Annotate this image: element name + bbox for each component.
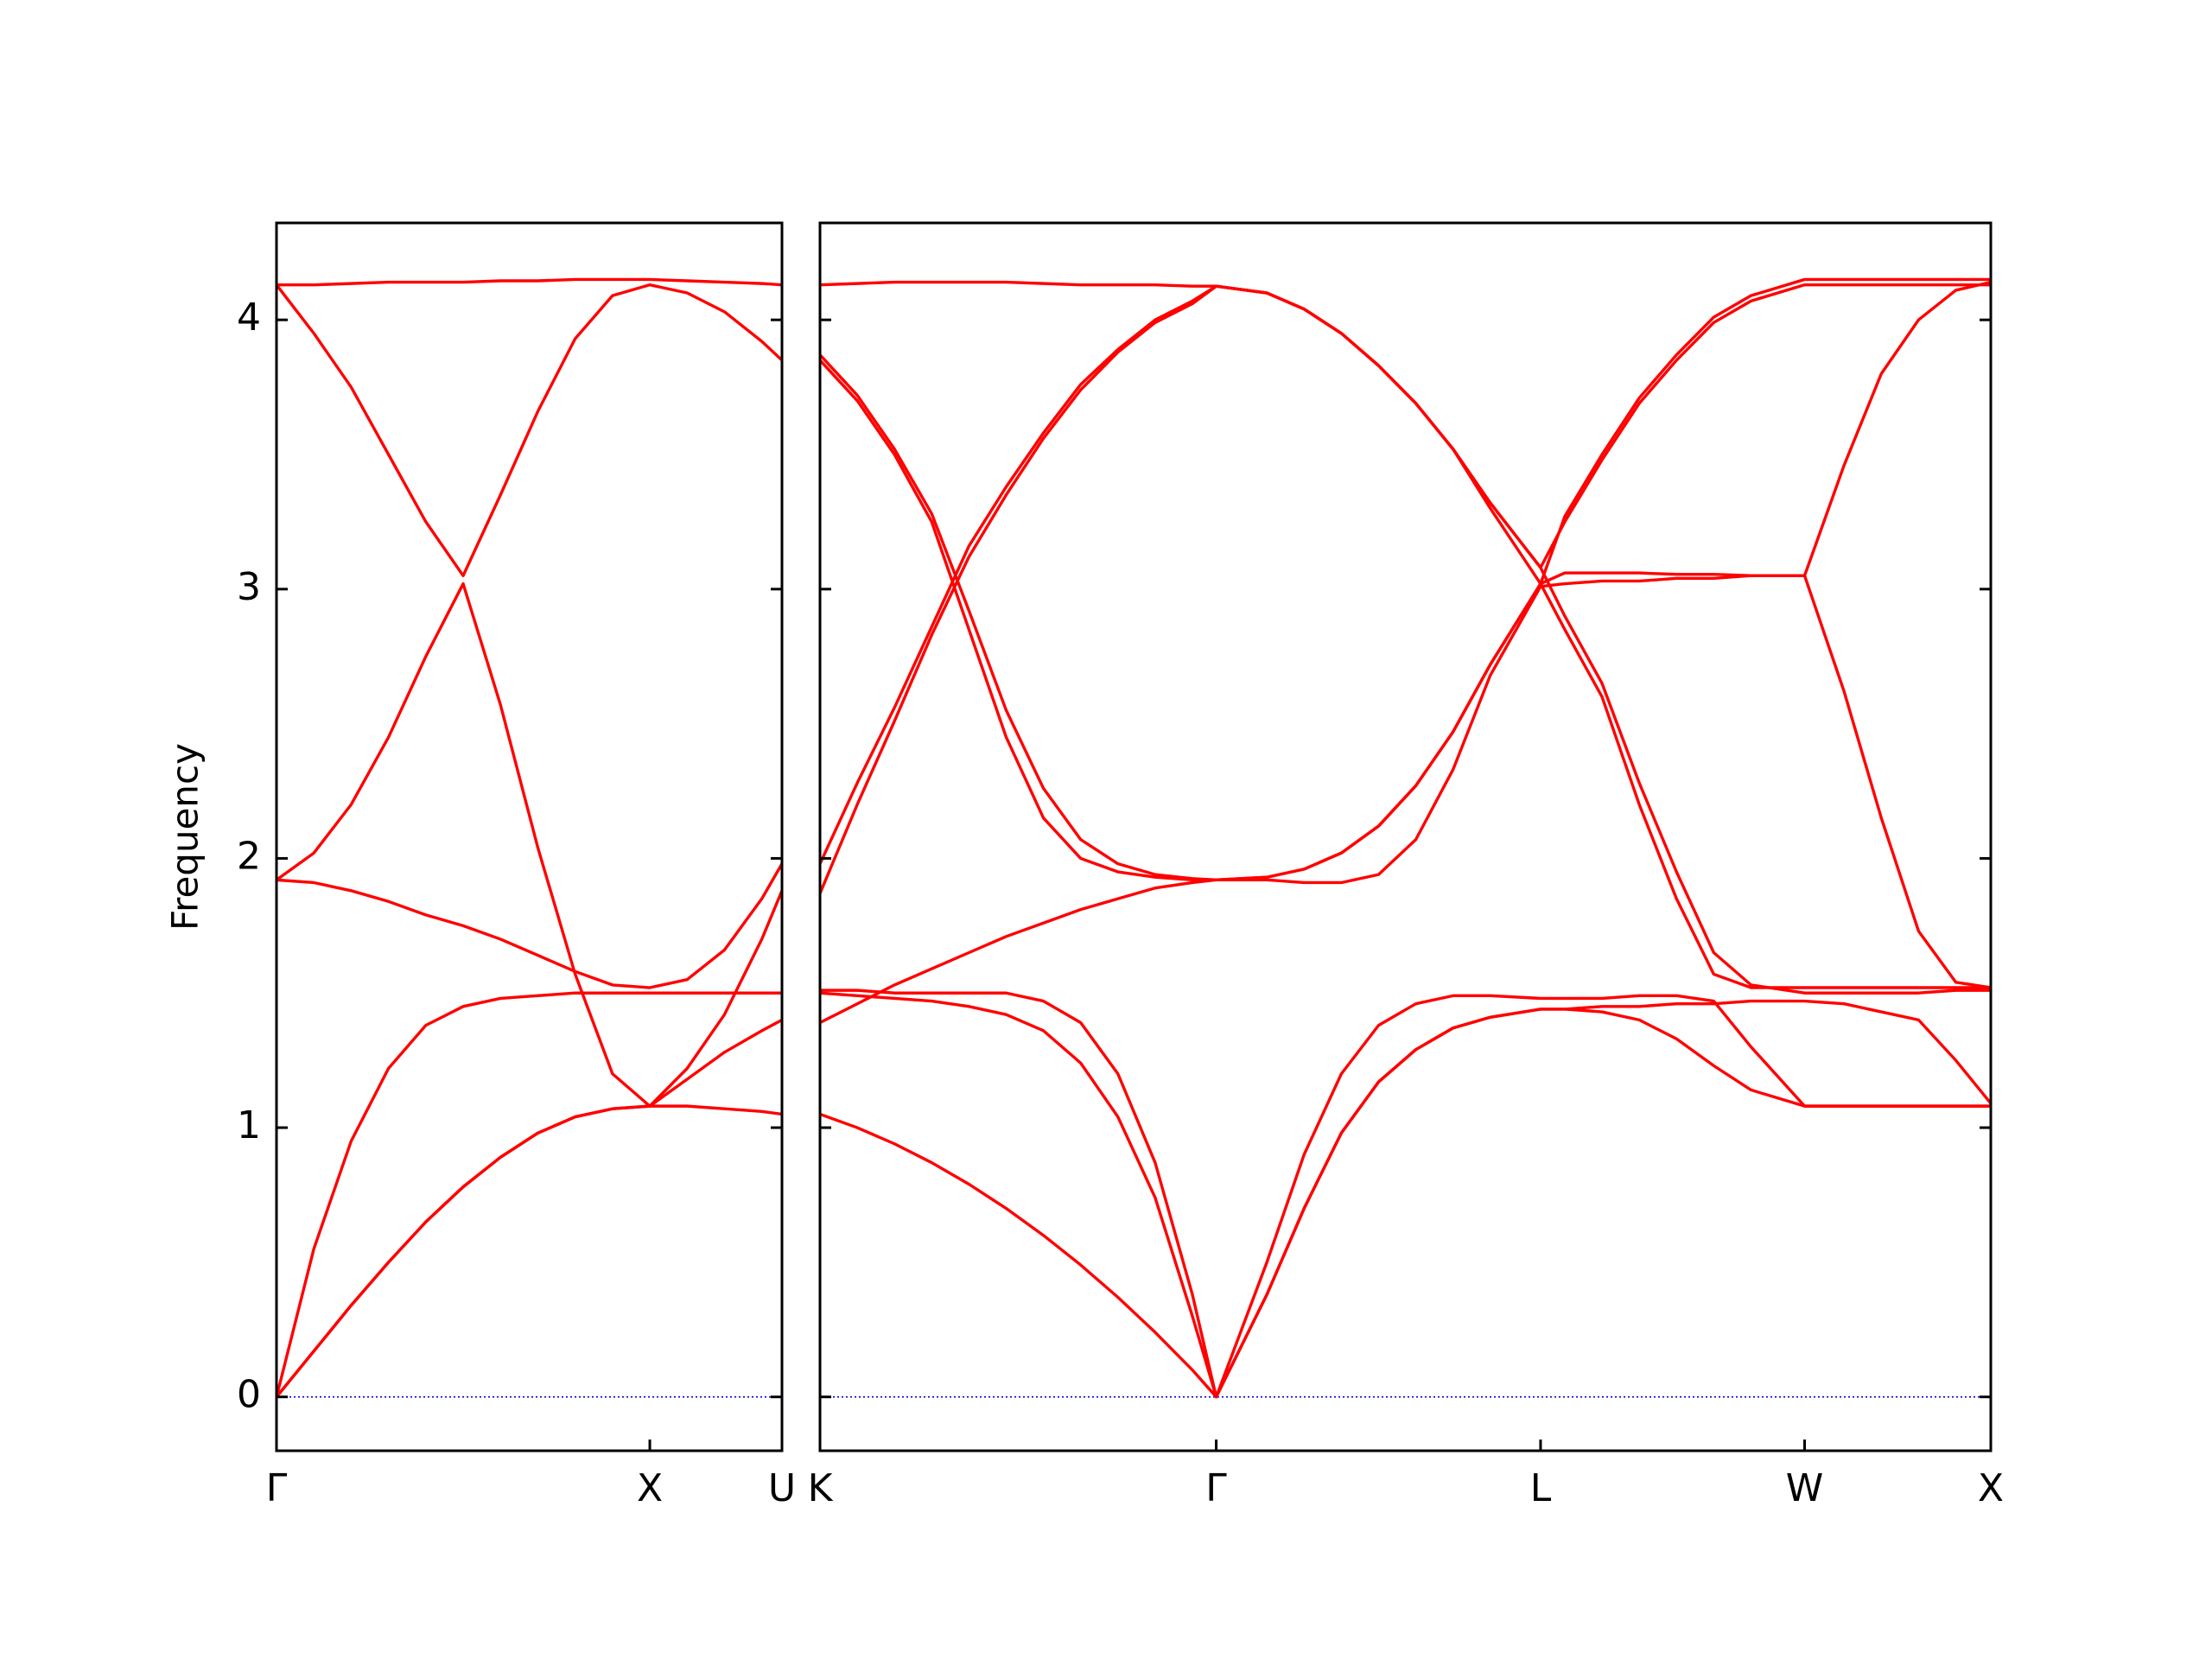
plot-area [820,277,1991,1399]
x-tick-label: L [1530,1466,1552,1510]
y-tick-label: 4 [237,296,261,340]
band-line [276,889,782,1399]
band-line [820,988,1991,1399]
x-tick-label: X [637,1466,663,1510]
y-tick-label: 1 [237,1103,261,1147]
band-line [276,991,782,1399]
y-axis-label: Frequency [164,743,207,931]
band-line [820,280,1991,995]
plot-area [276,277,782,1399]
band-line [820,353,1991,989]
y-tick-label: 0 [237,1373,261,1417]
band-line [276,277,782,287]
x-tick-label: W [1786,1466,1824,1510]
plot-frame [275,221,784,1452]
y-tick-label: 2 [237,834,261,878]
band-line [276,283,782,577]
band-line [820,991,1991,1399]
plot-frame [818,221,1993,1452]
y-tick-label: 3 [237,565,261,609]
x-tick-label: Γ [266,1466,288,1510]
x-tick-label: X [1978,1466,2004,1510]
band-line [276,582,782,1108]
x-tick-label: U [768,1466,796,1510]
x-tick-label: K [808,1466,834,1510]
x-tick-label: Γ [1205,1466,1227,1510]
band-line [276,861,782,989]
